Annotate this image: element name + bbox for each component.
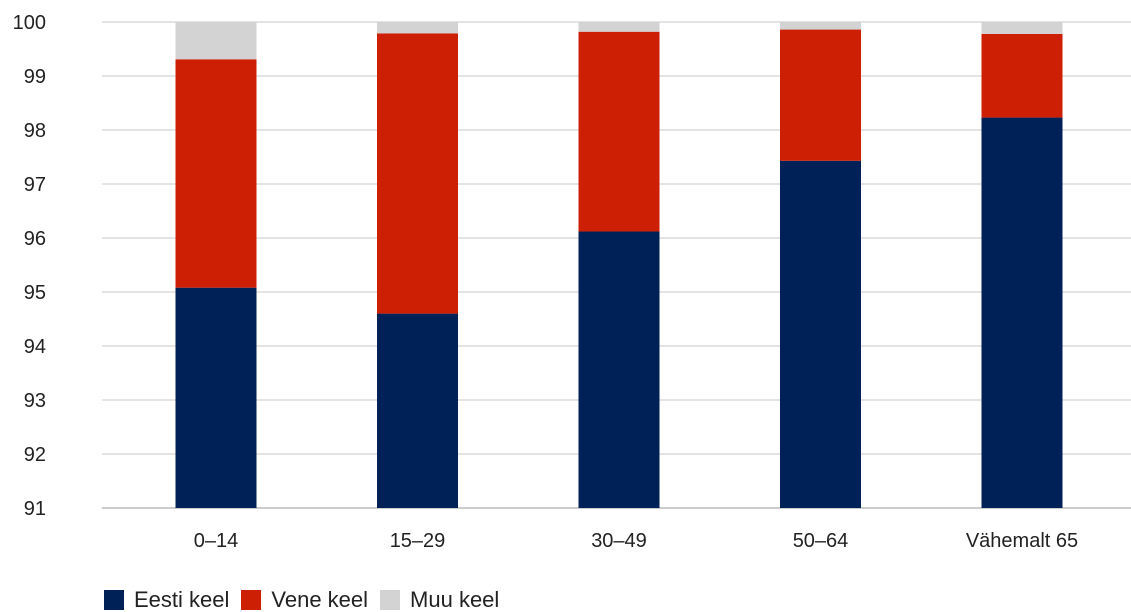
bar-segment	[780, 22, 861, 30]
x-tick-label: 50–64	[793, 530, 849, 552]
legend-swatch	[241, 590, 262, 610]
x-tick-label: 15–29	[390, 530, 446, 552]
legend-item: Muu keel	[380, 588, 499, 612]
y-tick-labels: 91 92 93 94 95 96 97 98 99 100	[13, 12, 46, 520]
legend-item: Vene keel	[241, 588, 368, 612]
legend-item: Eesti keel	[104, 588, 229, 612]
y-tick-label: 91	[24, 498, 46, 520]
bar-segment	[578, 31, 660, 232]
bar-segment	[175, 22, 257, 60]
bar-segment	[578, 231, 660, 508]
bar-segment	[377, 22, 458, 34]
bar-segment	[981, 33, 1063, 118]
y-tick-label: 98	[24, 120, 46, 142]
x-tick-label: 0–14	[194, 530, 239, 552]
x-tick-label: 30–49	[591, 530, 647, 552]
bar-segment	[377, 313, 458, 508]
bar-segment	[175, 287, 257, 508]
bar-segment	[780, 160, 861, 508]
y-tick-label: 97	[24, 174, 46, 196]
y-tick-label: 93	[24, 390, 46, 412]
bar-segment	[981, 117, 1063, 508]
bar-segment	[377, 33, 458, 314]
legend-label: Eesti keel	[134, 587, 230, 612]
legend-swatch	[380, 590, 401, 610]
legend-swatch	[104, 590, 124, 610]
bar-segment	[981, 22, 1063, 34]
bar-segment	[780, 29, 861, 161]
y-tick-label: 92	[24, 444, 46, 466]
y-tick-label: 96	[24, 228, 46, 250]
bars-layer	[175, 22, 1063, 508]
y-tick-label: 95	[24, 282, 46, 304]
x-tick-labels: 0–14 15–29 30–49 50–64 Vähemalt 65	[194, 530, 1078, 552]
y-tick-label: 99	[24, 66, 46, 88]
y-tick-label: 94	[24, 336, 46, 358]
legend-label: Muu keel	[410, 587, 500, 612]
legend: Eesti keel Vene keel Muu keel	[104, 588, 511, 612]
x-tick-label: Vähemalt 65	[966, 530, 1078, 552]
bar-segment	[578, 22, 660, 32]
legend-label: Vene keel	[271, 587, 369, 612]
bar-segment	[175, 59, 257, 288]
y-tick-label: 100	[13, 12, 46, 34]
